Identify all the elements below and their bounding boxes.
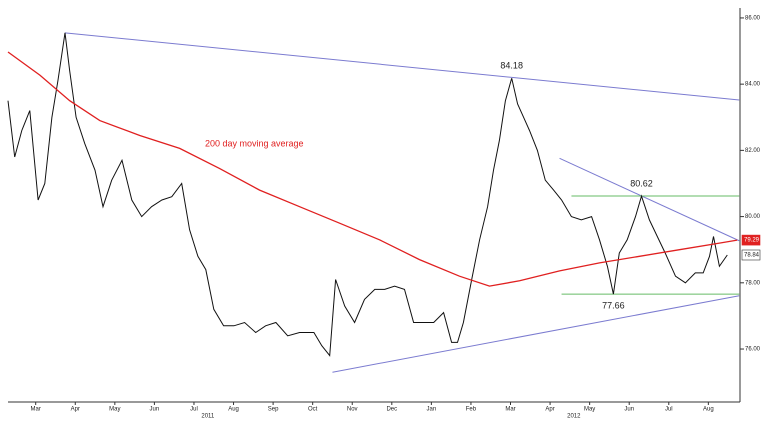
x-tick-label: Oct xyxy=(308,407,318,413)
series-line xyxy=(7,51,738,287)
y-tick-label: 80.00 xyxy=(745,214,761,220)
x-tick-label: Jul xyxy=(665,407,673,413)
x-tick-label: Jan xyxy=(427,407,437,413)
y-tick-label: 84.00 xyxy=(745,82,761,88)
x-tick-label: Dec xyxy=(386,407,397,413)
x-tick-label: Feb xyxy=(466,407,477,413)
annotation: 77.66 xyxy=(602,300,625,310)
y-tick-label: 76.00 xyxy=(745,347,761,353)
x-tick-label: May xyxy=(109,407,120,413)
x-tick-label: Mar xyxy=(31,407,41,413)
end-label: 79.29 xyxy=(744,238,760,244)
x-tick-label: Nov xyxy=(347,407,358,413)
end-badge xyxy=(741,249,761,261)
series-line xyxy=(7,32,728,357)
x-tick-label: Aug xyxy=(228,407,239,413)
y-tick-label: 78.00 xyxy=(745,280,761,286)
trendline xyxy=(332,295,740,373)
year-label: 2012 xyxy=(567,414,581,420)
trendline xyxy=(559,157,740,242)
x-tick-label: Apr xyxy=(71,407,80,413)
ma-label: 200 day moving average xyxy=(205,138,304,148)
trendline xyxy=(64,32,740,101)
x-tick-label: Jun xyxy=(150,407,160,413)
x-tick-label: May xyxy=(584,407,595,413)
x-tick-label: Sep xyxy=(268,407,279,413)
x-tick-label: Mar xyxy=(505,407,515,413)
end-badge xyxy=(741,234,761,246)
y-tick-label: 86.00 xyxy=(745,16,761,22)
x-tick-label: Apr xyxy=(545,407,554,413)
year-label: 2011 xyxy=(201,414,215,420)
end-label: 78.84 xyxy=(744,253,760,259)
x-tick-label: Jul xyxy=(190,407,198,413)
y-tick-label: 82.00 xyxy=(745,148,761,154)
x-tick-label: Aug xyxy=(703,407,714,413)
annotation: 80.62 xyxy=(630,178,653,188)
annotation: 84.18 xyxy=(500,61,523,71)
x-tick-label: Jun xyxy=(624,407,634,413)
